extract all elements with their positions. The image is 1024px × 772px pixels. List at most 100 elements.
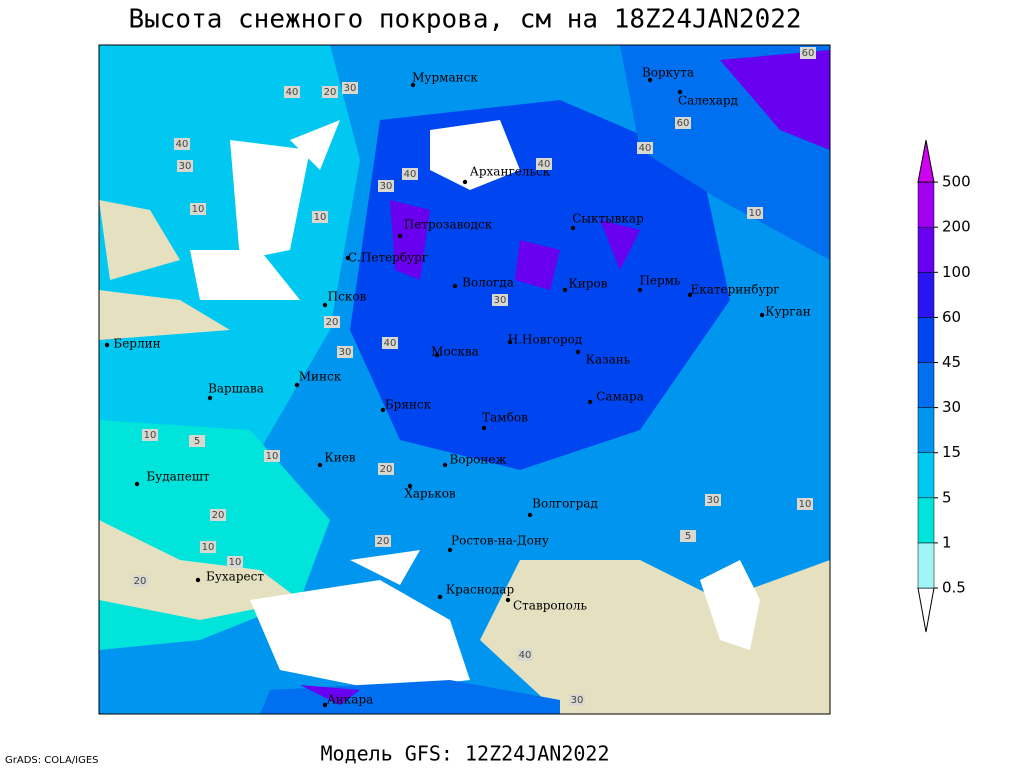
city-label: Петрозаводск [404, 218, 493, 232]
contour-label: 60 [677, 118, 690, 129]
contour-label-box [800, 47, 816, 59]
city-dot [507, 339, 513, 345]
city-dot [317, 462, 323, 468]
contour-label-box [378, 180, 394, 192]
city-label: Бухарест [206, 570, 264, 584]
contour-label: 40 [176, 139, 189, 150]
contour-label-box [227, 556, 243, 568]
credit: GrADS: COLA/IGES [5, 755, 99, 766]
city-label: Мурманск [412, 71, 478, 85]
colorbar-segment [917, 497, 935, 544]
city-label: Будапешт [146, 470, 210, 484]
city-label: Вологда [462, 276, 514, 290]
colorbar-segment [917, 317, 935, 363]
city-dot [527, 512, 533, 518]
city-label: Ростов-на-Дону [451, 534, 549, 548]
city-label: Анкара [327, 693, 374, 707]
contour-label: 20 [326, 317, 339, 328]
contour-label-box [337, 346, 353, 358]
contour-label-box [322, 86, 338, 98]
contour-label-box [284, 86, 300, 98]
contour-label: 10 [192, 204, 205, 215]
city-label: Ставрополь [513, 599, 587, 613]
contour-label-box [189, 435, 205, 447]
colorbar-label: 1 [942, 533, 952, 551]
contour-label: 20 [134, 576, 147, 587]
contour-label-box [637, 142, 653, 154]
city-dot [294, 382, 300, 388]
city-label: Сыктывкар [572, 212, 644, 226]
city-label: Самара [596, 390, 644, 404]
contour-label-box [342, 82, 358, 94]
city-label: Брянск [385, 398, 432, 412]
map [99, 45, 830, 714]
contour-label: 40 [404, 169, 417, 180]
city-label: Псков [328, 290, 367, 304]
city-dot [397, 233, 403, 239]
contour-label: 40 [286, 87, 299, 98]
contour-label-box [680, 530, 696, 542]
city-dot [207, 395, 213, 401]
contour-label-box [200, 541, 216, 553]
contour-label: 10 [314, 212, 327, 223]
colorbar-segment [917, 542, 935, 589]
contour-label: 20 [377, 536, 390, 547]
city-dot [447, 547, 453, 553]
colorbar-segment [917, 272, 935, 318]
contour-label: 20 [212, 510, 225, 521]
city-label: С.Петербург [348, 251, 428, 265]
contour-label-box [324, 316, 340, 328]
city-dot [637, 287, 643, 293]
contour-label-box [675, 117, 691, 129]
city-dot [322, 702, 328, 708]
contour-label-box [536, 158, 552, 170]
city-label: Киев [324, 451, 355, 465]
city-dot [134, 481, 140, 487]
contour-label: 5 [685, 531, 691, 542]
city-label: Салехард [678, 94, 738, 108]
contour-label: 40 [538, 159, 551, 170]
colorbar-label: 100 [942, 263, 971, 281]
colorbar-segment [917, 362, 935, 408]
contour-label-box [190, 203, 206, 215]
contour-label: 10 [202, 542, 215, 553]
city-label: Архангельск [470, 165, 551, 179]
contour-label: 30 [494, 295, 507, 306]
contour-label-box [382, 337, 398, 349]
city-dot [481, 425, 487, 431]
contour-label: 30 [571, 695, 584, 706]
city-dot [462, 179, 468, 185]
contour-label-box [375, 535, 391, 547]
colorbar-label: 30 [942, 398, 961, 416]
contour-label: 10 [144, 430, 157, 441]
contour-label-box [132, 575, 148, 587]
contour-label-box [705, 494, 721, 506]
city-dot [687, 292, 693, 298]
title: Высота снежного покрова, см на 18Z24JAN2… [128, 5, 801, 35]
colorbar-label: 15 [942, 443, 961, 461]
contour-label-box [797, 498, 813, 510]
contour-label: 10 [799, 499, 812, 510]
colorbar-label: 200 [942, 218, 971, 236]
contour-label-box [402, 168, 418, 180]
city-dot [562, 287, 568, 293]
contour-label: 40 [519, 650, 532, 661]
city-label: Курган [765, 305, 810, 319]
contour-label-box [492, 294, 508, 306]
city-dot [505, 597, 511, 603]
contour-label-box [210, 509, 226, 521]
city-label: Киров [569, 277, 608, 291]
city-label: Москва [431, 345, 479, 359]
city-dot [407, 483, 413, 489]
city-dot [575, 349, 581, 355]
contour-label: 10 [229, 557, 242, 568]
city-dot [437, 594, 443, 600]
city-label: Тамбов [482, 411, 528, 425]
contour-label: 20 [380, 464, 393, 475]
contour-label-box [378, 463, 394, 475]
contour-label: 30 [380, 181, 393, 192]
contour-label-box [264, 450, 280, 462]
city-dot [759, 312, 765, 318]
